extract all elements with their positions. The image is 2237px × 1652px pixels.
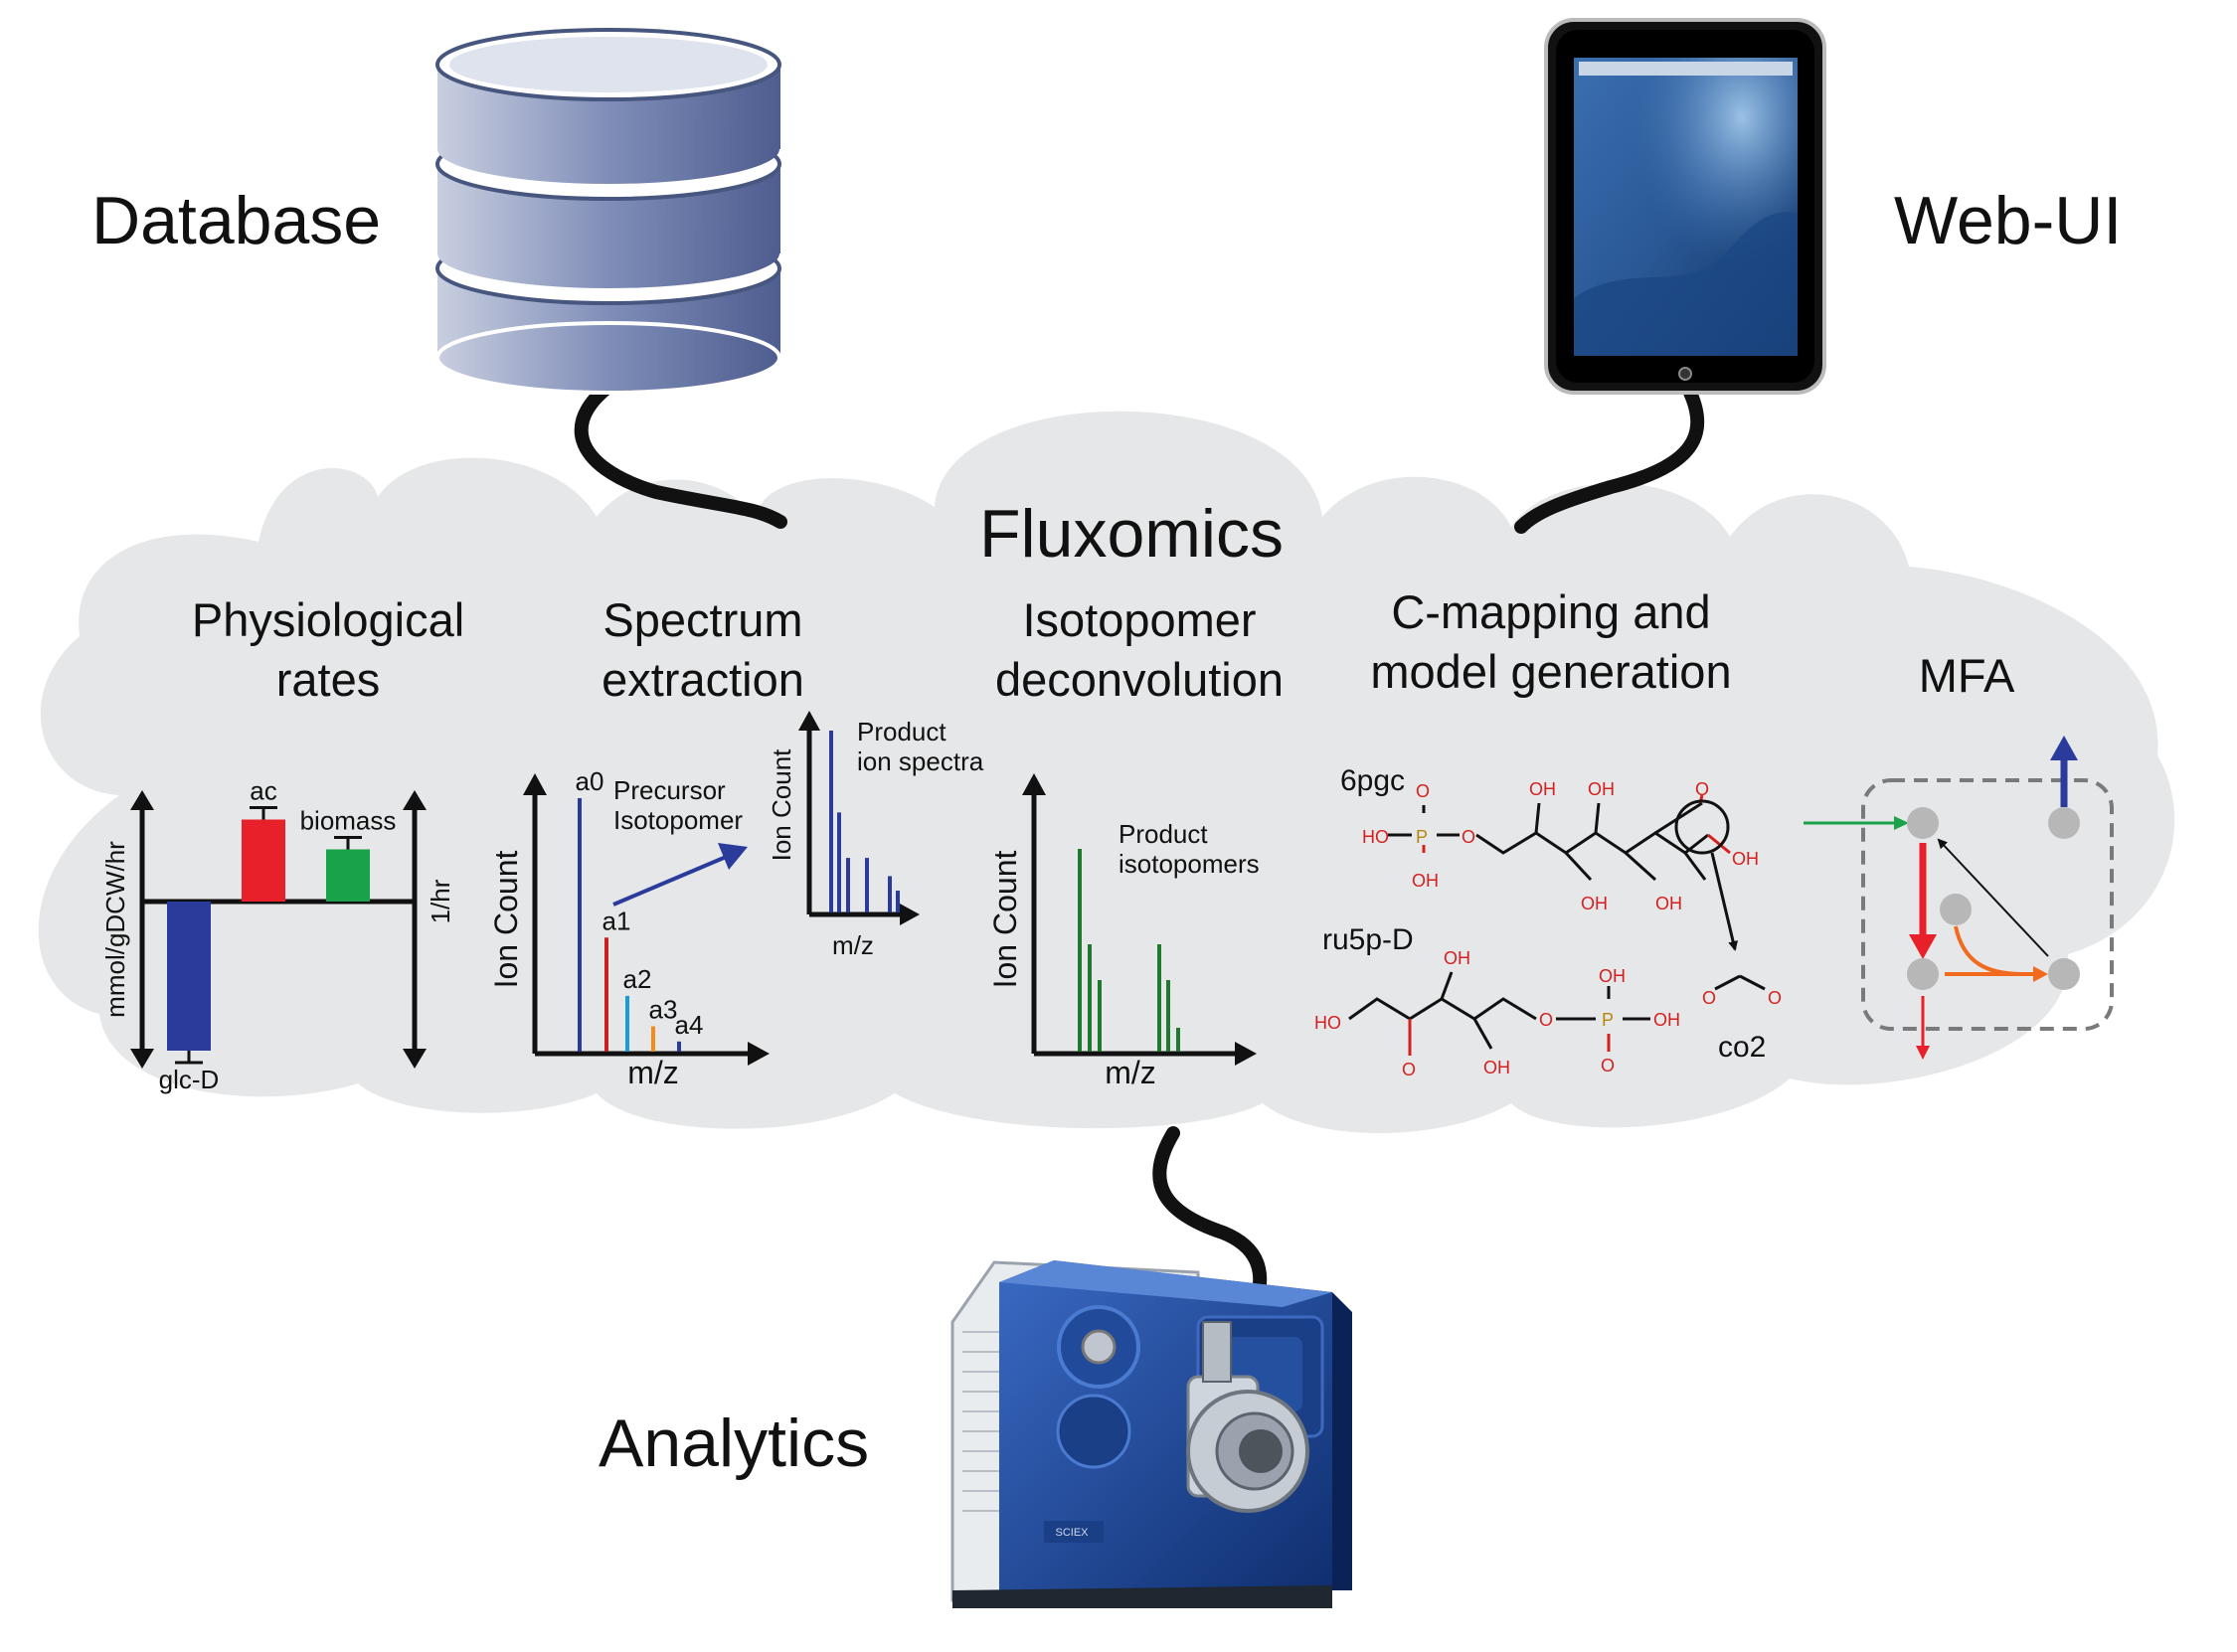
cloud-shape — [38, 411, 2175, 1133]
mol-ru5p — [1348, 971, 1650, 1056]
mfa-node-3 — [1940, 894, 1972, 925]
mass-spectrometer-icon: SCIEX — [950, 1260, 1352, 1608]
product-ylabel: Ion Count — [767, 748, 796, 862]
mol-co2 — [1714, 974, 1766, 991]
precursor-label-2: Isotopomer — [613, 805, 743, 835]
ho-atom-a: HO — [1362, 827, 1389, 847]
carbon-highlight-circle — [1674, 799, 1730, 855]
oh-atom-b1: OH — [1444, 948, 1470, 968]
cmap-title-1: C-mapping and — [1391, 585, 1710, 638]
physio-y-left-label: mmol/gDCW/hr — [100, 841, 130, 1018]
spectrum-xlabel: m/z — [627, 1055, 679, 1090]
physio-y-right-label: 1/hr — [426, 879, 455, 923]
precursor-label-1: Precursor — [613, 775, 726, 805]
spectrum-peak-label-a3: a3 — [649, 995, 678, 1025]
database-label: Database — [91, 183, 381, 258]
mfa-node-1 — [1907, 807, 1939, 839]
mfa-title: MFA — [1919, 649, 2015, 702]
fluxomics-cloud — [38, 411, 2175, 1133]
oh-atom-a3: OH — [1581, 894, 1608, 913]
oh-atom-a4: OH — [1588, 779, 1615, 799]
oh-atom-b4: OH — [1653, 1010, 1680, 1030]
o-atom-c2: O — [1768, 988, 1782, 1008]
oh-atom-a6: OH — [1732, 849, 1759, 869]
isotop-product-1: Product — [1118, 819, 1208, 849]
mfa-node-2 — [2048, 807, 2080, 839]
oh-atom-a1: OH — [1412, 871, 1439, 891]
oh-atom-b2: OH — [1483, 1058, 1510, 1077]
mol-6pgc-label: 6pgc — [1340, 764, 1405, 797]
mol-co2-label: co2 — [1718, 1031, 1766, 1064]
mfa-compartment — [1861, 778, 2114, 1031]
cmap-title-2: model generation — [1370, 645, 1731, 698]
oh-atom-a5: OH — [1655, 894, 1682, 913]
database-cable — [574, 371, 787, 529]
mfa-recycle-arrow — [1937, 838, 2049, 957]
mol-6pgc — [1388, 794, 1731, 882]
svg-text:SCIEX: SCIEX — [1055, 1527, 1089, 1539]
ho-atom-b: HO — [1314, 1013, 1341, 1033]
mfa-node-5 — [2048, 958, 2080, 990]
isotop-title-2: deconvolution — [995, 653, 1284, 706]
o-atom-a1: O — [1416, 781, 1430, 801]
isotop-product-2: isotopomers — [1118, 849, 1260, 879]
isotop-xlabel: m/z — [1105, 1055, 1156, 1090]
isotop-ylabel: Ion Count — [987, 851, 1023, 989]
mfa-node-4 — [1907, 958, 1939, 990]
tablet-icon — [1544, 18, 1826, 395]
physio-bar-label-glc-D: glc-D — [159, 1065, 220, 1094]
physio-bar-glc-D — [167, 902, 211, 1051]
physio-title-2: rates — [276, 653, 381, 706]
o-atom-b1: O — [1402, 1060, 1416, 1079]
o-atom-a3: O — [1695, 779, 1709, 799]
physio-bar-ac — [242, 819, 285, 902]
decarboxylation-arrow — [1710, 852, 1739, 951]
spectrum-peak-label-a2: a2 — [623, 964, 652, 994]
precursor-arrow — [612, 853, 732, 907]
physio-bar-label-ac: ac — [250, 776, 276, 806]
spectrum-title-2: extraction — [602, 653, 804, 706]
spectrum-peak-label-a0: a0 — [576, 766, 604, 796]
spectrum-peak-label-a4: a4 — [675, 1010, 704, 1040]
product-label-1: Product — [857, 717, 946, 746]
p-atom-a: P — [1416, 827, 1428, 847]
analytics-label: Analytics — [599, 1405, 869, 1481]
webui-cable — [1514, 386, 1705, 534]
spectrum-peak-label-a1: a1 — [602, 906, 631, 935]
physio-bar-biomass — [326, 849, 370, 902]
physio-title-1: Physiological — [192, 593, 464, 646]
o-atom-a2: O — [1462, 827, 1475, 847]
isotopomer-chart: Ion Count m/z Product isotopomers — [987, 773, 1260, 1090]
fluxomics-title: Fluxomics — [979, 496, 1284, 572]
oh-atom-b3: OH — [1599, 966, 1626, 986]
physio-chart: glc-D ac biomass mmol/gDCW/hr 1/hr — [100, 776, 455, 1095]
database-icon — [435, 28, 781, 395]
p-atom-b: P — [1602, 1010, 1614, 1030]
webui-label: Web-UI — [1894, 183, 2122, 258]
spectrum-title-1: Spectrum — [602, 593, 802, 646]
product-label-2: ion spectra — [857, 746, 984, 776]
mol-ru5p-label: ru5p-D — [1322, 923, 1414, 956]
o-atom-c1: O — [1702, 988, 1716, 1008]
cmap-diagram: 6pgc ru5p-D co2 P O HO OH O OH OH OH OH … — [1314, 764, 1782, 1079]
mfa-network — [1804, 736, 2114, 1060]
o-atom-b2: O — [1539, 1010, 1553, 1030]
product-xlabel: m/z — [832, 930, 874, 960]
oh-atom-a2: OH — [1529, 779, 1556, 799]
physio-bar-label-biomass: biomass — [300, 806, 397, 836]
isotop-title-1: Isotopomer — [1022, 593, 1256, 646]
o-atom-b3: O — [1601, 1056, 1615, 1075]
spectrum-ylabel: Ion Count — [488, 851, 524, 989]
